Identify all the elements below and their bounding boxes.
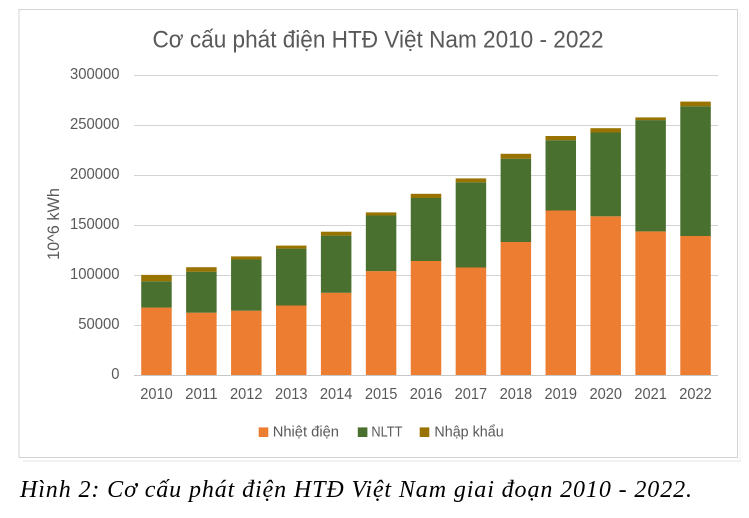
svg-text:50000: 50000 [78,316,119,333]
svg-text:2018: 2018 [500,386,533,403]
svg-text:2019: 2019 [545,386,578,403]
svg-text:2011: 2011 [185,386,218,403]
svg-text:2016: 2016 [410,386,443,403]
svg-text:2010: 2010 [140,386,173,403]
svg-text:NLTT: NLTT [371,423,402,440]
svg-text:0: 0 [111,366,119,383]
svg-text:Nhập khẩu: Nhập khẩu [434,423,503,440]
svg-text:2015: 2015 [365,386,398,403]
svg-text:Nhiệt điện: Nhiệt điện [273,423,339,440]
svg-text:2022: 2022 [679,386,712,403]
svg-text:Cơ cấu phát điện HTĐ Việt Nam: Cơ cấu phát điện HTĐ Việt Nam 2010 - 202… [153,27,604,54]
svg-text:2017: 2017 [455,386,488,403]
svg-text:2014: 2014 [320,386,353,403]
svg-text:10^6 kWh: 10^6 kWh [44,188,63,260]
svg-text:200000: 200000 [70,166,120,183]
svg-text:Hình 2: Cơ cấu phát điện HTĐ V: Hình 2: Cơ cấu phát điện HTĐ Việt Nam gi… [19,477,692,503]
svg-text:300000: 300000 [70,66,120,83]
svg-text:2013: 2013 [275,386,308,403]
svg-text:100000: 100000 [70,266,120,283]
svg-text:2012: 2012 [230,386,263,403]
svg-text:250000: 250000 [70,116,120,133]
svg-text:150000: 150000 [70,216,120,233]
svg-text:2021: 2021 [634,386,667,403]
svg-text:2020: 2020 [589,386,622,403]
